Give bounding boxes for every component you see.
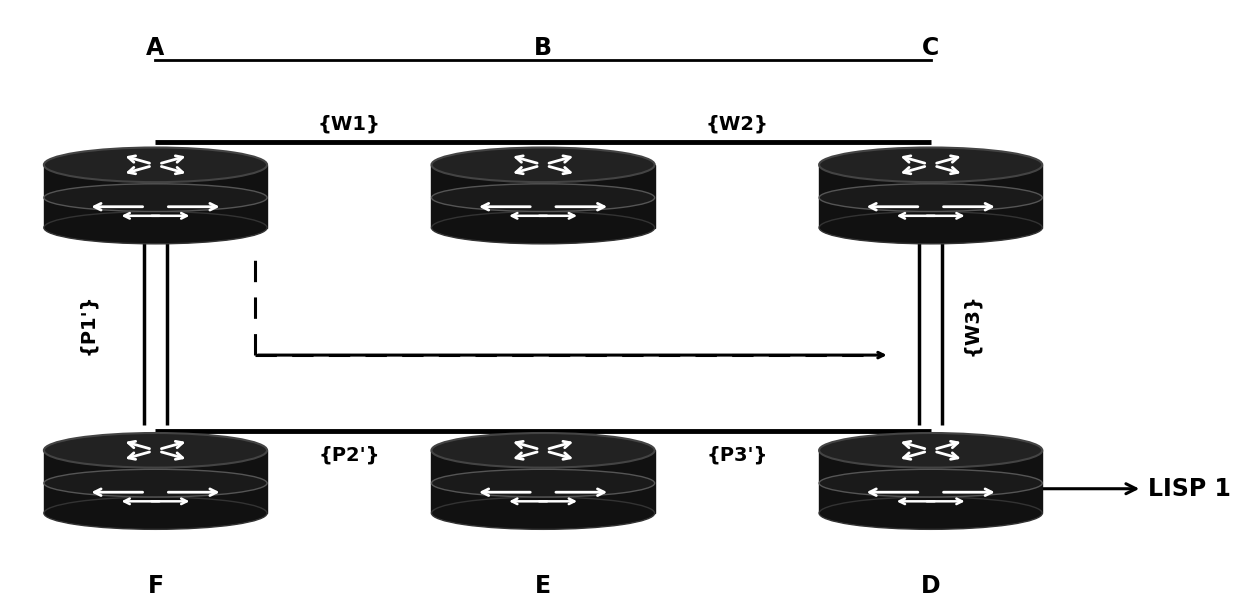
Ellipse shape: [43, 497, 268, 530]
Ellipse shape: [43, 184, 268, 211]
Text: F: F: [147, 574, 164, 598]
Text: LISP 1: LISP 1: [1149, 477, 1230, 501]
Polygon shape: [43, 165, 268, 227]
Ellipse shape: [819, 184, 1042, 211]
Ellipse shape: [819, 433, 1042, 468]
Text: {W3}: {W3}: [963, 294, 981, 356]
Text: B: B: [534, 36, 553, 60]
Ellipse shape: [431, 497, 654, 530]
Text: {P1'}: {P1'}: [78, 294, 97, 356]
Ellipse shape: [43, 211, 268, 244]
Text: {W2}: {W2}: [705, 115, 768, 134]
Polygon shape: [43, 451, 268, 513]
Ellipse shape: [431, 184, 654, 211]
Text: {P2'}: {P2'}: [318, 446, 380, 465]
Text: {P3'}: {P3'}: [706, 446, 768, 465]
Polygon shape: [819, 451, 1042, 513]
Ellipse shape: [819, 148, 1042, 182]
Ellipse shape: [43, 433, 268, 468]
Text: A: A: [146, 36, 165, 60]
Ellipse shape: [431, 211, 654, 244]
Ellipse shape: [431, 148, 654, 182]
Polygon shape: [431, 165, 654, 227]
Ellipse shape: [43, 470, 268, 497]
Ellipse shape: [431, 470, 654, 497]
Ellipse shape: [819, 497, 1042, 530]
Text: D: D: [921, 574, 940, 598]
Polygon shape: [431, 451, 654, 513]
Text: C: C: [922, 36, 939, 60]
Text: {W1}: {W1}: [318, 115, 380, 134]
Ellipse shape: [43, 148, 268, 182]
Text: E: E: [535, 574, 551, 598]
Ellipse shape: [819, 211, 1042, 244]
Ellipse shape: [819, 470, 1042, 497]
Ellipse shape: [431, 433, 654, 468]
Polygon shape: [819, 165, 1042, 227]
